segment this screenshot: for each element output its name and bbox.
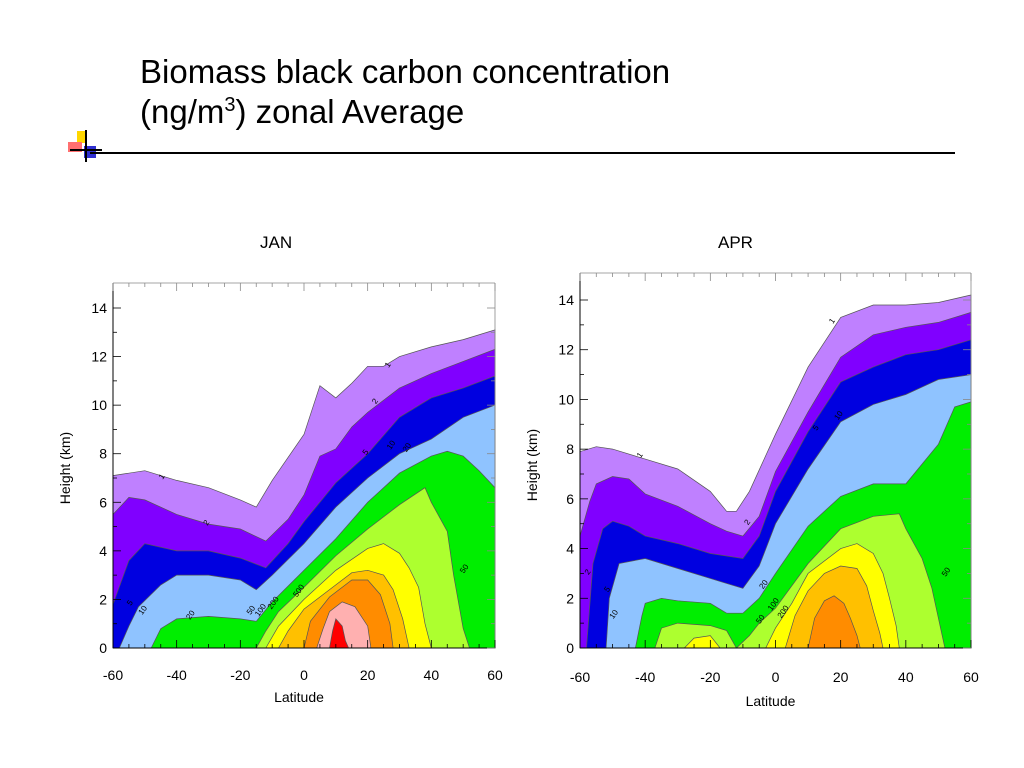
contour-label: 50 (940, 565, 953, 578)
contour-band-5 (586, 339, 972, 649)
contour-band-100 (265, 543, 432, 649)
y-tick-label: 4 (566, 541, 574, 557)
y-tick-label: 8 (566, 441, 574, 457)
contour-label: 50 (754, 613, 767, 626)
contour-fills-apr (579, 294, 972, 649)
x-tick-label: -60 (103, 667, 123, 683)
contour-label: 100 (253, 602, 268, 619)
contour-band-10 (118, 404, 496, 649)
x-tick-label: 0 (772, 669, 780, 685)
contour-label: 100 (766, 596, 781, 613)
contour-label: 200 (776, 603, 791, 620)
contour-label: 5 (811, 423, 821, 432)
contour-band-1000 (316, 601, 372, 649)
contour-label: 5 (361, 447, 371, 456)
y-tick-label: 10 (91, 397, 107, 413)
contour-label: 1 (157, 472, 167, 481)
x-tick-label: 60 (487, 667, 503, 683)
x-tick-label: -60 (570, 669, 590, 685)
contour-band-500 (303, 579, 394, 649)
y-tick-label: 0 (566, 640, 574, 656)
y-tick-label: 4 (99, 543, 107, 559)
x-axis-title: Latitude (274, 689, 324, 705)
contour-band-20 (634, 401, 972, 649)
title-underline (90, 152, 955, 154)
y-tick-label: 14 (91, 300, 107, 316)
contour-label: 50 (245, 603, 258, 616)
contour-band-1 (112, 329, 496, 649)
contour-label: 10 (832, 409, 845, 422)
contour-fills-jan (112, 329, 496, 649)
slide-title-line-1: Biomass black carbon concentration (140, 53, 671, 90)
contour-label: 200 (266, 594, 281, 611)
y-tick-label: 6 (566, 491, 574, 507)
y-tick-label: 12 (558, 342, 574, 358)
x-axis-title: Latitude (746, 693, 796, 709)
contour-band-2000 (329, 618, 350, 649)
x-tick-label: 0 (300, 667, 308, 683)
contour-label: 2 (370, 396, 380, 405)
contour-label: 20 (184, 608, 197, 621)
x-tick-label: -40 (635, 669, 655, 685)
contour-label: 10 (385, 438, 398, 451)
contour-label: 5 (125, 598, 135, 607)
x-tick-label: 60 (963, 669, 979, 685)
contour-band-1 (579, 294, 972, 649)
title-line-2-post: ) zonal Average (235, 93, 465, 130)
contour-label: 10 (137, 603, 150, 616)
contour-band-50 (255, 487, 470, 649)
contour-band-2 (579, 311, 972, 649)
y-tick-label: 8 (99, 446, 107, 462)
bullet-vertical-bar (85, 130, 87, 162)
y-tick-label: 10 (558, 391, 574, 407)
bullet-horizontal-bar (70, 149, 102, 151)
contour-label: 1 (635, 450, 645, 459)
x-tick-label: 20 (360, 667, 376, 683)
contour-label: 50 (458, 562, 471, 575)
x-tick-label: 40 (898, 669, 914, 685)
panel-title-jan: JAN (260, 233, 293, 252)
contour-label: 500 (291, 582, 306, 599)
contour-band-500 (807, 595, 861, 649)
contour-band-10 (605, 374, 972, 649)
x-tick-label: 20 (833, 669, 849, 685)
contour-band-200 (277, 569, 410, 649)
x-tick-label: 40 (424, 667, 440, 683)
contour-band-20 (150, 450, 496, 649)
contour-band-200 (784, 565, 884, 649)
y-tick-label: 6 (99, 494, 107, 510)
slide-bullet-icon (68, 130, 102, 162)
x-tick-label: -20 (700, 669, 720, 685)
title-superscript: 3 (224, 94, 236, 116)
y-axis-title: Height (km) (57, 432, 73, 504)
slide-title-line-2: (ng/m3) zonal Average (140, 92, 670, 132)
y-tick-label: 14 (558, 292, 574, 308)
contour-band-5 (112, 375, 496, 649)
y-tick-label: 0 (99, 640, 107, 656)
y-tick-label: 2 (99, 591, 107, 607)
contour-band-2 (112, 348, 496, 649)
contour-label: 2 (201, 518, 211, 527)
contour-label: 1 (827, 316, 837, 325)
panel-title-apr: APR (718, 233, 753, 252)
contour-label: 20 (757, 578, 770, 591)
contour-label: 1 (383, 360, 393, 369)
y-tick-label: 2 (566, 590, 574, 606)
contour-label: 20 (401, 441, 414, 454)
title-line-2-pre: (ng/m (140, 93, 225, 130)
contour-label: 10 (608, 608, 621, 621)
bullet-red-square (68, 142, 82, 152)
contour-band-100 (683, 543, 900, 649)
x-tick-label: -20 (230, 667, 250, 683)
y-axis-title: Height (km) (524, 429, 540, 501)
contour-label: 5 (602, 585, 612, 594)
contour-label: 2 (583, 567, 593, 576)
contour-band-50 (654, 513, 946, 649)
x-tick-label: -40 (167, 667, 187, 683)
contour-label: 2 (742, 517, 752, 526)
slide-title: Biomass black carbon concentration (ng/m… (140, 52, 670, 132)
bullet-yellow-square (77, 131, 87, 143)
y-tick-label: 12 (91, 349, 107, 365)
